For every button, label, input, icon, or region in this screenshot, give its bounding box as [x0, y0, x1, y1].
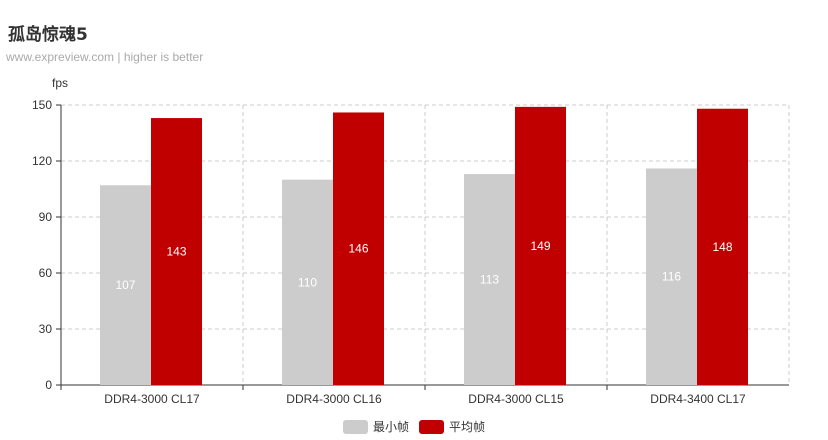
data-label: 107 [115, 278, 135, 292]
y-tick-label: 30 [39, 322, 53, 336]
x-tick-label: DDR4-3400 CL17 [650, 392, 746, 406]
data-label: 116 [662, 270, 681, 284]
bars [100, 106, 748, 386]
data-label: 149 [530, 239, 550, 253]
data-label: 148 [712, 240, 732, 254]
x-tick-label: DDR4-3000 CL16 [286, 392, 382, 406]
data-labels: 107 143 110 146 113 149 116 148 [115, 239, 732, 292]
bar [282, 179, 333, 385]
data-label: 110 [298, 275, 317, 289]
legend: 最小帧 平均帧 [343, 420, 485, 434]
x-tick-label: DDR4-3000 CL17 [104, 392, 200, 406]
y-axis-label: fps [52, 76, 68, 90]
bar [464, 174, 515, 385]
bar [100, 185, 151, 385]
bar [646, 168, 697, 385]
chart-title: 孤岛惊魂5 [8, 25, 88, 45]
legend-label: 平均帧 [449, 420, 485, 434]
bar [151, 118, 202, 386]
data-label: 113 [480, 273, 499, 287]
bar [333, 112, 384, 385]
y-tick-label: 120 [32, 154, 52, 168]
x-tick-label: DDR4-3000 CL15 [468, 392, 564, 406]
y-tick-label: 90 [39, 210, 53, 224]
y-tick-label: 0 [45, 378, 52, 392]
axes: 0 30 60 90 120 150 DDR4-3000 CL17 DDR4-3000 CL1… [32, 98, 789, 406]
legend-swatch [343, 420, 368, 434]
data-label: 143 [166, 245, 186, 259]
data-label: 146 [348, 242, 368, 256]
y-tick-label: 60 [39, 266, 53, 280]
legend-swatch [419, 420, 444, 434]
bar [697, 108, 748, 385]
y-tick-label: 150 [32, 98, 52, 112]
bar [515, 106, 566, 385]
legend-label: 最小帧 [373, 420, 409, 434]
chart-subtitle: www.expreview.com | higher is better [6, 50, 204, 64]
